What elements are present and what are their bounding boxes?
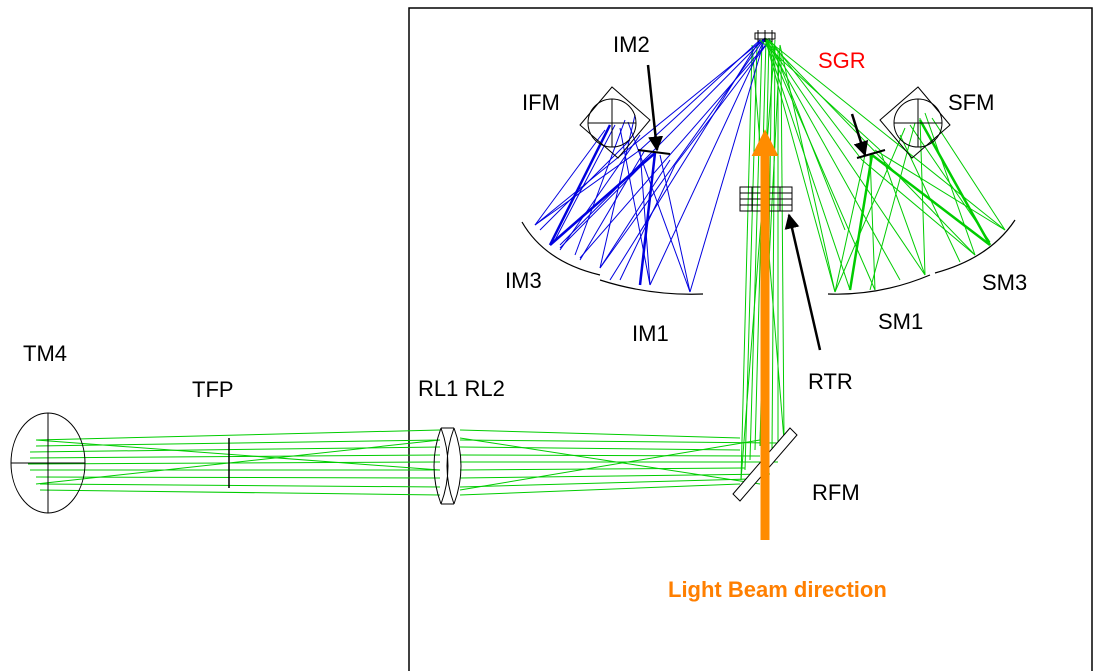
- ifm-mirror: [579, 86, 651, 159]
- sm1-mirror: [827, 274, 931, 295]
- imager-thick-rays: [548, 124, 657, 286]
- label-sfm: SFM: [948, 90, 994, 115]
- im2-pointer-arrow: [646, 64, 664, 152]
- label-tm4: TM4: [23, 341, 67, 366]
- im3-mirror: [521, 221, 601, 276]
- sgr-grating: [856, 149, 886, 159]
- label-tfp: TFP: [192, 377, 234, 402]
- label-sm3: SM3: [982, 270, 1027, 295]
- entrance-slit: [754, 30, 776, 42]
- label-rtr: RTR: [808, 369, 853, 394]
- sm3-mirror: [934, 219, 1016, 274]
- label-rfm: RFM: [812, 480, 860, 505]
- imager-ray-bundle: [534, 37, 771, 293]
- label-sgr: SGR: [818, 48, 866, 73]
- label-im1: IM1: [632, 321, 669, 346]
- im1-mirror: [599, 279, 704, 295]
- sgr-pointer-arrow: [850, 113, 869, 157]
- rtr-pointer-arrow: [784, 213, 822, 351]
- spectrograph-thick-rays: [848, 119, 992, 291]
- label-light-beam-direction: Light Beam direction: [668, 577, 887, 602]
- label-im3: IM3: [505, 268, 542, 293]
- label-sm1: SM1: [878, 309, 923, 334]
- label-im2: IM2: [613, 32, 650, 57]
- instrument-frame: [408, 7, 1093, 671]
- tm4-element: [10, 412, 86, 514]
- sfm-mirror: [879, 86, 951, 159]
- horizontal-ray-bundle: [27, 429, 779, 496]
- relay-lenses: [433, 427, 462, 505]
- label-rl: RL1 RL2: [418, 376, 505, 401]
- im2-mirror: [637, 149, 671, 155]
- label-ifm: IFM: [522, 90, 560, 115]
